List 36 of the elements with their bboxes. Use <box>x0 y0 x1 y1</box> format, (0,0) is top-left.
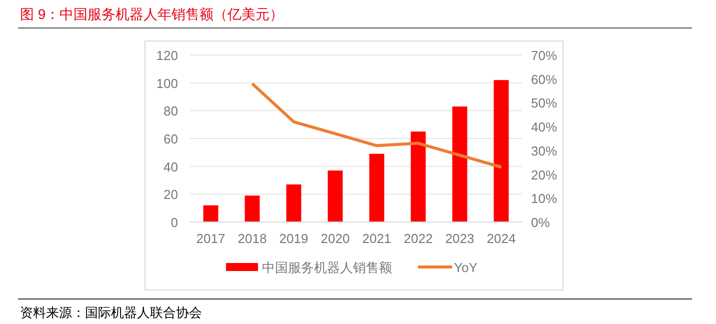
legend-label: YoY <box>454 260 478 275</box>
bar <box>369 154 384 222</box>
y2-tick-label: 20% <box>531 167 558 182</box>
text: 资料来源：国际机器人联合协会 <box>20 305 202 320</box>
line-series <box>250 82 503 169</box>
y2-tick-label: 50% <box>531 96 558 111</box>
y-tick-label: 80 <box>164 104 178 119</box>
y-tick-label: 20 <box>164 187 178 202</box>
y2-tick-label: 40% <box>531 120 558 135</box>
x-tick-label: 2023 <box>445 231 474 246</box>
x-tick-label: 2021 <box>362 231 392 246</box>
bar <box>410 132 426 222</box>
legend-label: 中国服务机器人销售额 <box>262 260 392 275</box>
x-tick-label: 2018 <box>238 231 267 246</box>
y-tick-label: 0 <box>170 215 178 230</box>
x-tick-label: 2020 <box>320 231 350 246</box>
bar <box>452 106 468 222</box>
y2-tick-label: 60% <box>531 72 558 87</box>
bar <box>286 184 302 222</box>
y-tick-label: 120 <box>156 48 178 63</box>
y2-tick-label: 0% <box>531 215 550 230</box>
bar <box>244 196 260 222</box>
y2-tick-label: 70% <box>531 48 558 63</box>
y-tick-label: 100 <box>156 76 178 91</box>
chart-title: 图 9：中国服务机器人年销售额（亿美元） <box>20 6 284 22</box>
x-tick-label: 2022 <box>404 231 433 246</box>
bar <box>328 170 343 222</box>
y2-tick-label: 10% <box>531 191 558 206</box>
x-tick-label: 2024 <box>486 231 516 246</box>
bar <box>203 205 218 222</box>
y2-tick-label: 30% <box>531 143 558 158</box>
y-tick-label: 40 <box>164 159 178 174</box>
x-tick-label: 2019 <box>279 231 308 246</box>
y-tick-label: 60 <box>164 132 178 146</box>
x-tick-label: 2017 <box>196 231 226 246</box>
bar <box>494 80 509 222</box>
